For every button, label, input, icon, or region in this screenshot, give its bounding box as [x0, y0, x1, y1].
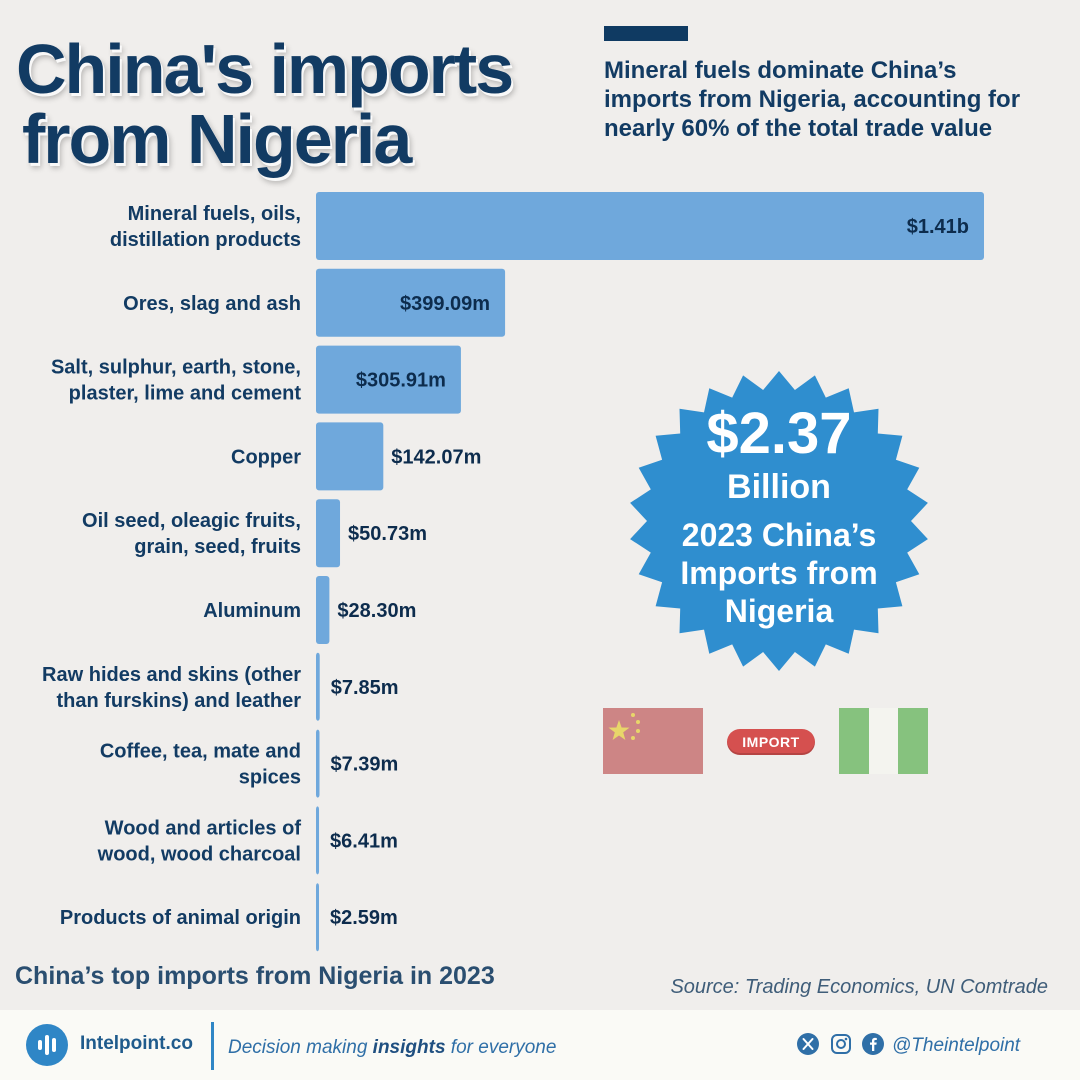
subtitle: Mineral fuels dominate China’s imports f… — [604, 57, 1021, 142]
brand-name[interactable]: Intelpoint.co — [80, 1033, 193, 1054]
value-label: $142.07m — [391, 446, 481, 468]
title-line-2: from Nigeria — [22, 100, 412, 178]
accent-bar — [604, 26, 688, 41]
bar — [316, 345, 461, 414]
bar — [316, 883, 319, 952]
bar — [316, 499, 341, 568]
star-icon — [636, 720, 640, 724]
intelpoint-logo-icon[interactable] — [26, 1024, 68, 1066]
footer: Intelpoint.co Decision making insights f… — [0, 1010, 1080, 1080]
bar-chart: Mineral fuels, oils, distillation product… — [42, 192, 984, 952]
bar — [316, 192, 984, 260]
chart-caption: China’s top imports from Nigeria in 2023 — [15, 962, 495, 990]
bar — [316, 652, 320, 721]
starburst-shape — [630, 371, 928, 671]
category-label: Mineral fuels, oils, distillation product… — [110, 203, 301, 251]
value-label: $6.41m — [330, 830, 398, 852]
value-label: $2.59m — [330, 907, 398, 929]
category-label: Ores, slag and ash — [123, 293, 301, 315]
source-note: Source: Trading Economics, UN Comtrade — [670, 976, 1048, 998]
value-label: $50.73m — [348, 523, 427, 545]
category-label: Salt, sulphur, earth, stone, plaster, lim… — [51, 357, 301, 405]
category-label: Oil seed, oleagic fruits, grain, seed, fr… — [82, 510, 301, 558]
category-label: Wood and articles of wood, wood charcoal — [97, 817, 302, 865]
value-label: $1.41b — [907, 216, 969, 238]
star-icon — [631, 736, 635, 740]
facebook-icon[interactable] — [862, 1033, 884, 1055]
value-label: $7.39m — [331, 754, 399, 776]
star-icon — [608, 720, 630, 740]
category-label: Copper — [231, 446, 301, 468]
star-icon — [636, 729, 640, 733]
value-label: $28.30m — [337, 600, 416, 622]
bar — [316, 576, 330, 644]
category-label: Products of animal origin — [60, 907, 301, 929]
bar — [316, 422, 384, 491]
title-line-1: China's imports — [16, 30, 514, 108]
badge-text: $2.37 Billion 2023 China’s Imports from … — [626, 368, 932, 674]
import-pill: IMPORT — [727, 729, 815, 755]
value-label: $7.85m — [331, 677, 399, 699]
category-label: Coffee, tea, mate and spices — [100, 741, 301, 789]
social-handle[interactable]: @Theintelpoint — [892, 1035, 1021, 1056]
badge-unit: Billion — [727, 468, 831, 506]
starburst-badge — [630, 371, 928, 671]
bar — [316, 268, 506, 337]
badge-description: 2023 China’s Imports from Nigeria — [680, 517, 878, 629]
category-label: Raw hides and skins (other than furskins)… — [42, 664, 301, 712]
bar — [316, 729, 320, 798]
china-flag — [603, 708, 703, 774]
tagline: Decision making insights for everyone — [228, 1037, 557, 1058]
nigeria-flag — [839, 708, 929, 774]
footer-divider — [211, 1022, 214, 1070]
value-label: $399.09m — [400, 293, 490, 315]
star-icon — [631, 713, 635, 717]
instagram-icon[interactable] — [830, 1033, 852, 1055]
bar — [316, 806, 320, 875]
page-title: China's imports from Nigeria — [16, 30, 514, 178]
category-label: Aluminum — [203, 600, 301, 622]
value-label: $305.91m — [356, 370, 446, 392]
badge-amount: $2.37 — [706, 401, 852, 466]
x-icon[interactable] — [797, 1033, 819, 1055]
